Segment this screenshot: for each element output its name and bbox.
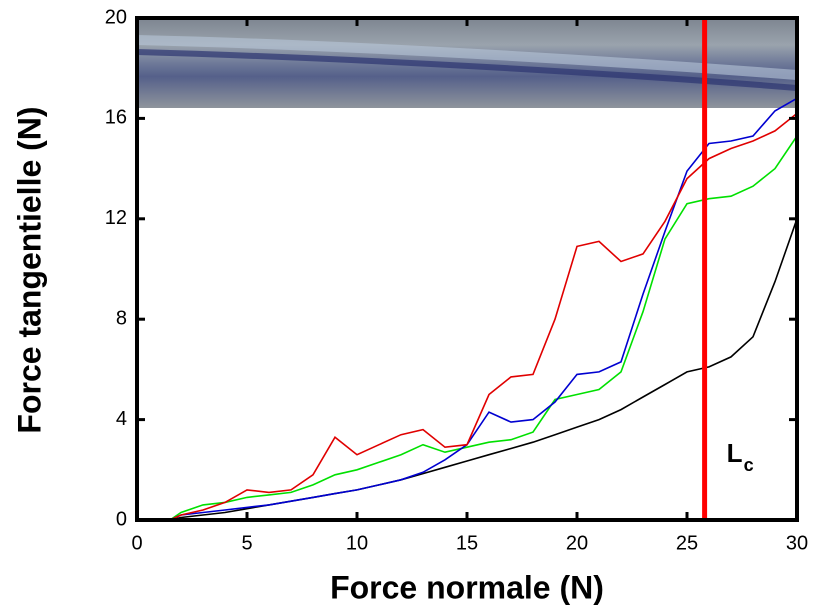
- data-line: [169, 97, 798, 521]
- critical-load-label: L: [727, 438, 743, 468]
- y-tick-label: 0: [116, 508, 127, 530]
- data-line: [169, 112, 798, 521]
- y-tick-label: 8: [116, 307, 127, 329]
- y-tick-label: 20: [105, 6, 127, 28]
- x-tick-label: 25: [676, 532, 698, 554]
- x-tick-label: 20: [566, 532, 588, 554]
- x-tick-label: 30: [786, 532, 808, 554]
- y-tick-label: 12: [105, 207, 127, 229]
- data-line: [169, 135, 798, 521]
- y-tick-label: 16: [105, 107, 127, 129]
- y-axis-title: Force tangentielle (N): [11, 106, 47, 433]
- x-tick-label: 15: [456, 532, 478, 554]
- micrograph-inset: [136, 18, 798, 108]
- y-tick-label: 4: [116, 408, 127, 430]
- critical-load-subscript: c: [744, 455, 754, 475]
- x-tick-label: 5: [241, 532, 252, 554]
- x-axis-title: Force normale (N): [330, 569, 604, 605]
- x-tick-label: 0: [131, 532, 142, 554]
- x-tick-label: 10: [346, 532, 368, 554]
